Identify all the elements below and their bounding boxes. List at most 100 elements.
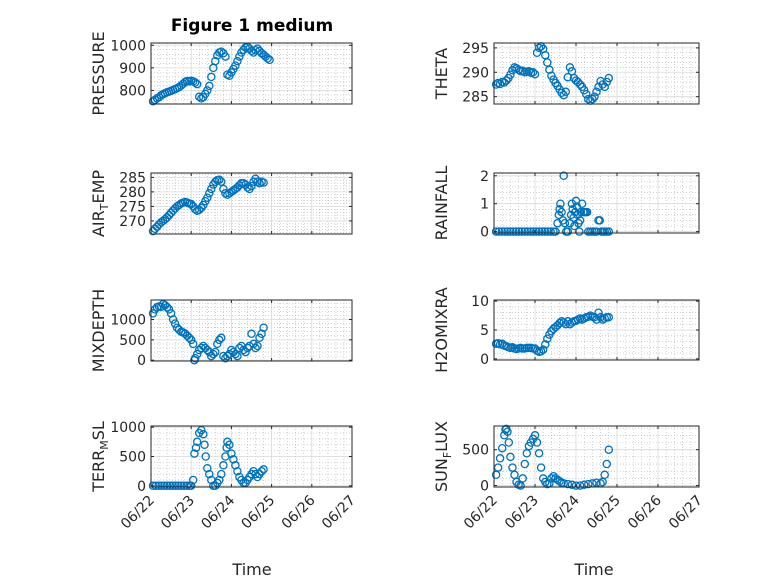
data-point <box>528 68 538 77</box>
data-point <box>235 343 244 353</box>
data-point <box>520 227 530 236</box>
data-point <box>555 318 564 328</box>
data-point <box>556 199 565 208</box>
data-point <box>560 218 570 228</box>
y-tick-label: 0 <box>480 479 489 495</box>
data-point <box>225 440 234 450</box>
series-terr-msl <box>148 425 268 491</box>
data-point <box>215 475 224 485</box>
data-point <box>148 309 158 318</box>
axes-box <box>150 172 353 235</box>
data-point <box>547 474 556 483</box>
subplot-rainfall: 0 1 2 RAINFALL <box>432 166 700 241</box>
data-point <box>259 323 268 332</box>
axes-box <box>150 299 353 362</box>
data-point <box>517 227 527 236</box>
data-point <box>497 443 507 453</box>
y-tick-label: 10 <box>471 294 489 310</box>
data-point <box>200 440 209 450</box>
data-point <box>165 481 175 491</box>
y-axis-label: SUNFLUX <box>432 421 454 492</box>
x-tick-label: 06/27 <box>319 493 359 533</box>
y-tick-label: 1000 <box>110 420 146 436</box>
data-point <box>253 177 262 186</box>
data-point <box>579 480 589 490</box>
data-point <box>215 175 224 184</box>
data-point <box>559 171 568 181</box>
data-point <box>523 227 532 236</box>
data-point <box>225 349 234 359</box>
data-point <box>511 227 521 236</box>
y-tick-label: 2 <box>480 169 489 185</box>
data-point <box>584 479 593 489</box>
data-point <box>231 349 240 359</box>
data-point <box>231 461 240 470</box>
data-point <box>241 347 250 357</box>
series-theta <box>491 42 614 105</box>
data-point <box>497 227 507 236</box>
data-point <box>199 429 208 439</box>
data-point <box>174 481 183 491</box>
y-tick-label: 275 <box>119 199 146 215</box>
data-point <box>538 345 548 354</box>
y-axis-label: THETA <box>432 48 451 100</box>
subplot-terr-msl: 0 500 1000 06/22 06/23 06/24 06/25 06/26 06/27 TE… <box>89 420 359 532</box>
data-point <box>563 227 573 236</box>
data-point <box>219 461 228 470</box>
data-point <box>590 92 599 101</box>
data-point <box>201 452 210 461</box>
y-axis-label: MIXDEPTH <box>89 289 108 372</box>
data-point <box>573 77 583 87</box>
data-point <box>595 216 605 225</box>
data-point <box>598 80 607 89</box>
axes-box <box>493 172 700 234</box>
data-point <box>491 227 501 236</box>
y-tick-label: 0 <box>137 353 146 369</box>
data-point <box>247 329 256 339</box>
data-point <box>531 227 541 236</box>
y-tick-label: 290 <box>462 65 489 81</box>
data-point <box>235 52 244 61</box>
data-point <box>190 78 200 87</box>
data-point <box>192 79 202 89</box>
x-tick-label: 06/25 <box>584 493 624 533</box>
x-tick-label: 06/22 <box>461 493 501 533</box>
x-tick-label: 06/27 <box>666 493 706 533</box>
data-point <box>575 80 585 89</box>
data-point <box>506 70 515 79</box>
series-h2omixra <box>491 308 614 357</box>
data-point <box>190 449 199 458</box>
data-point <box>162 481 172 491</box>
x-tick-label: 06/23 <box>158 493 198 533</box>
y-tick-label: 295 <box>462 41 489 57</box>
data-point <box>259 178 268 187</box>
data-point <box>194 205 204 215</box>
data-point <box>588 94 597 104</box>
data-point <box>604 227 614 236</box>
data-point <box>263 54 272 63</box>
data-point <box>233 56 242 66</box>
series-mixdepth <box>148 299 268 365</box>
data-point <box>504 438 514 447</box>
subplot-theta: 285 290 295 THETA <box>432 41 700 106</box>
data-point <box>211 177 220 186</box>
y-tick-label: 900 <box>119 61 146 77</box>
data-point <box>506 452 515 462</box>
data-point <box>219 184 228 194</box>
data-point <box>160 481 169 491</box>
data-point <box>582 89 591 99</box>
data-point <box>518 66 527 76</box>
subplot-sun-flux: 0 500 06/22 06/23 06/24 06/25 06/26 06/27 SUNFLU… <box>432 421 706 532</box>
data-point <box>520 459 530 469</box>
data-point <box>600 470 609 480</box>
data-point <box>529 227 538 236</box>
data-point <box>571 481 581 490</box>
data-point <box>500 227 509 236</box>
data-point <box>576 207 586 217</box>
y-axis-label: TERRMSL <box>89 421 111 493</box>
data-point <box>540 227 550 236</box>
y-tick-label: 1 <box>480 197 489 213</box>
data-point <box>563 479 573 489</box>
data-point <box>168 315 178 324</box>
data-point <box>164 305 174 314</box>
